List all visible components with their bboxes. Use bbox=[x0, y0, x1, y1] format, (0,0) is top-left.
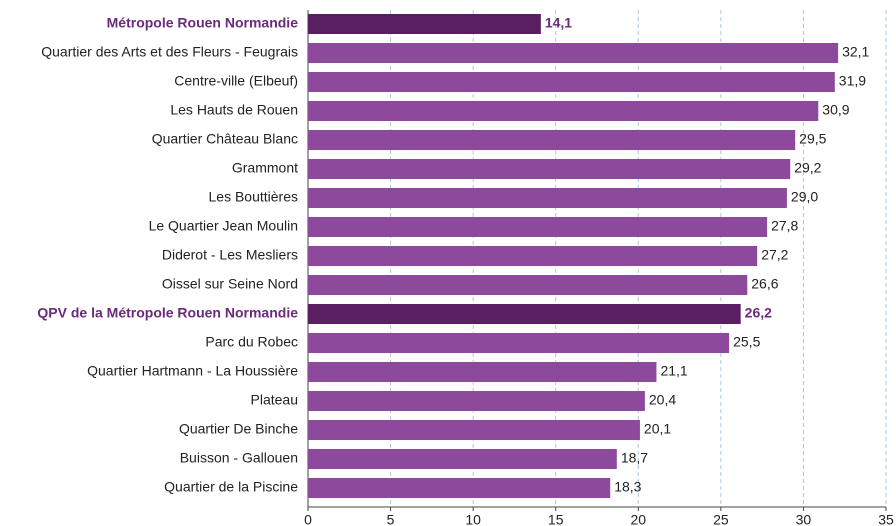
bar bbox=[308, 217, 768, 237]
bar bbox=[308, 130, 796, 150]
bar bbox=[308, 391, 645, 411]
bar bbox=[308, 275, 748, 295]
category-label: Buisson - Gallouen bbox=[180, 450, 298, 466]
data-label: 29,0 bbox=[791, 189, 818, 205]
bar bbox=[308, 420, 640, 440]
data-label: 20,4 bbox=[649, 392, 676, 408]
bar bbox=[308, 72, 835, 92]
data-label: 14,1 bbox=[545, 15, 572, 31]
data-label: 26,6 bbox=[751, 276, 778, 292]
category-label: Grammont bbox=[232, 160, 298, 176]
data-label: 30,9 bbox=[822, 102, 849, 118]
data-label: 29,2 bbox=[794, 160, 821, 176]
category-label: Parc du Robec bbox=[205, 334, 298, 350]
data-label: 27,8 bbox=[771, 218, 798, 234]
x-tick-label: 0 bbox=[304, 512, 312, 526]
data-label: 32,1 bbox=[842, 44, 869, 60]
category-label: Quartier Château Blanc bbox=[152, 131, 298, 147]
x-tick-label: 20 bbox=[630, 512, 646, 526]
bar bbox=[308, 159, 791, 179]
category-label: Les Bouttières bbox=[209, 189, 299, 205]
category-label: Les Hauts de Rouen bbox=[170, 102, 298, 118]
x-tick-label: 15 bbox=[548, 512, 564, 526]
bar bbox=[308, 101, 819, 121]
x-tick-label: 35 bbox=[878, 512, 894, 526]
category-label: Centre-ville (Elbeuf) bbox=[174, 73, 298, 89]
category-label: Plateau bbox=[251, 392, 298, 408]
category-label: Le Quartier Jean Moulin bbox=[149, 218, 298, 234]
bar bbox=[308, 333, 730, 353]
data-label: 27,2 bbox=[761, 247, 788, 263]
data-label: 26,2 bbox=[745, 305, 772, 321]
data-label: 18,7 bbox=[621, 450, 648, 466]
bar bbox=[308, 14, 541, 34]
x-tick-label: 25 bbox=[713, 512, 729, 526]
bar bbox=[308, 304, 741, 324]
bar bbox=[308, 478, 611, 498]
bar bbox=[308, 246, 758, 266]
category-label: Oissel sur Seine Nord bbox=[162, 276, 298, 292]
data-label: 20,1 bbox=[644, 421, 671, 437]
bar bbox=[308, 188, 787, 208]
category-label: Métropole Rouen Normandie bbox=[107, 15, 299, 31]
x-tick-label: 10 bbox=[465, 512, 481, 526]
bar bbox=[308, 43, 839, 63]
data-label: 25,5 bbox=[733, 334, 760, 350]
category-label: Quartier Hartmann - La Houssière bbox=[87, 363, 298, 379]
data-label: 21,1 bbox=[660, 363, 687, 379]
category-label: Diderot - Les Mesliers bbox=[162, 247, 298, 263]
category-label: Quartier De Binche bbox=[179, 421, 298, 437]
category-label: QPV de la Métropole Rouen Normandie bbox=[37, 305, 298, 321]
x-tick-label: 5 bbox=[387, 512, 395, 526]
data-label: 29,5 bbox=[799, 131, 826, 147]
category-label: Quartier des Arts et des Fleurs - Feugra… bbox=[41, 44, 298, 60]
data-label: 18,3 bbox=[614, 479, 641, 495]
category-label: Quartier de la Piscine bbox=[164, 479, 298, 495]
bar bbox=[308, 449, 617, 469]
data-label: 31,9 bbox=[839, 73, 866, 89]
x-tick-label: 30 bbox=[796, 512, 812, 526]
bar bbox=[308, 362, 657, 382]
